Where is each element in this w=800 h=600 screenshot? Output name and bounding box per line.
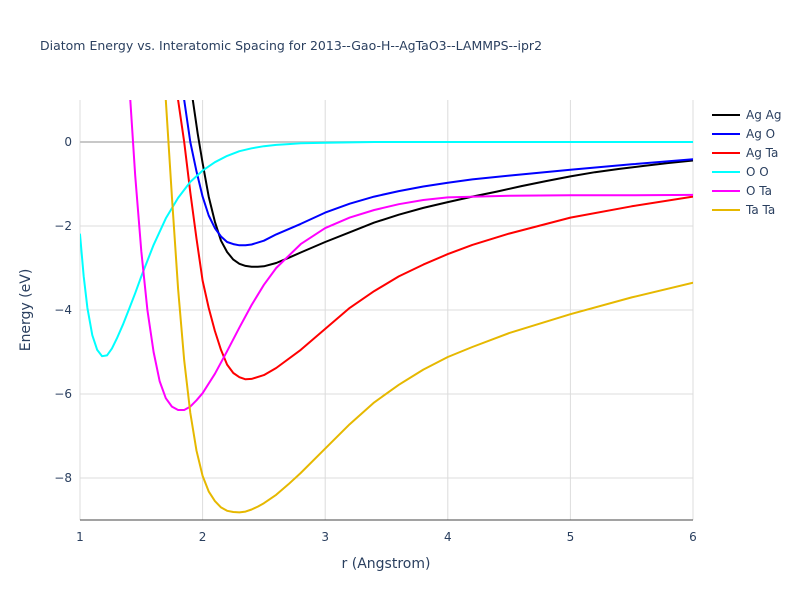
gridlines	[79, 100, 694, 520]
y-tick-label: −2	[54, 219, 72, 233]
legend-item-o-ta[interactable]: O Ta	[712, 184, 772, 198]
legend-label: Ag Ta	[746, 146, 778, 160]
legend-label: O Ta	[746, 184, 772, 198]
series-line-ag-ta	[177, 100, 693, 381]
x-tick-label: 6	[689, 530, 697, 544]
series-line-ag-ag	[191, 100, 693, 268]
legend[interactable]: Ag Ag Ag O Ag Ta O O O Ta Ta Ta	[712, 108, 781, 217]
series-line-ag-o	[183, 100, 693, 247]
legend-label: Ag Ag	[746, 108, 781, 122]
x-tick-label: 5	[567, 530, 575, 544]
x-tick-label: 1	[76, 530, 84, 544]
series-line-ta-ta	[164, 100, 693, 514]
series-line-o-ta	[129, 100, 693, 411]
legend-label: Ag O	[746, 127, 775, 141]
series-line-o-o	[80, 141, 693, 358]
legend-item-ag-o[interactable]: Ag O	[712, 127, 775, 141]
legend-item-o-o[interactable]: O O	[712, 165, 769, 179]
x-tick-label: 4	[444, 530, 452, 544]
y-tick-label: −8	[54, 471, 72, 485]
series-group	[80, 100, 693, 514]
y-axis-label: Energy (eV)	[18, 269, 34, 352]
legend-item-ag-ag[interactable]: Ag Ag	[712, 108, 781, 122]
y-tick-label: −4	[54, 303, 72, 317]
y-axis-ticks: 0 −2 −4 −6 −8	[54, 135, 72, 485]
x-tick-label: 3	[321, 530, 329, 544]
y-tick-label: 0	[64, 135, 72, 149]
legend-item-ta-ta[interactable]: Ta Ta	[712, 203, 775, 217]
x-axis-label: r (Angstrom)	[342, 556, 431, 572]
y-tick-label: −6	[54, 387, 72, 401]
x-axis-ticks: 1 2 3 4 5 6	[76, 530, 697, 544]
chart-title: Diatom Energy vs. Interatomic Spacing fo…	[40, 38, 542, 53]
x-tick-label: 2	[199, 530, 207, 544]
legend-label: O O	[746, 165, 769, 179]
legend-label: Ta Ta	[745, 203, 775, 217]
legend-item-ag-ta[interactable]: Ag Ta	[712, 146, 778, 160]
